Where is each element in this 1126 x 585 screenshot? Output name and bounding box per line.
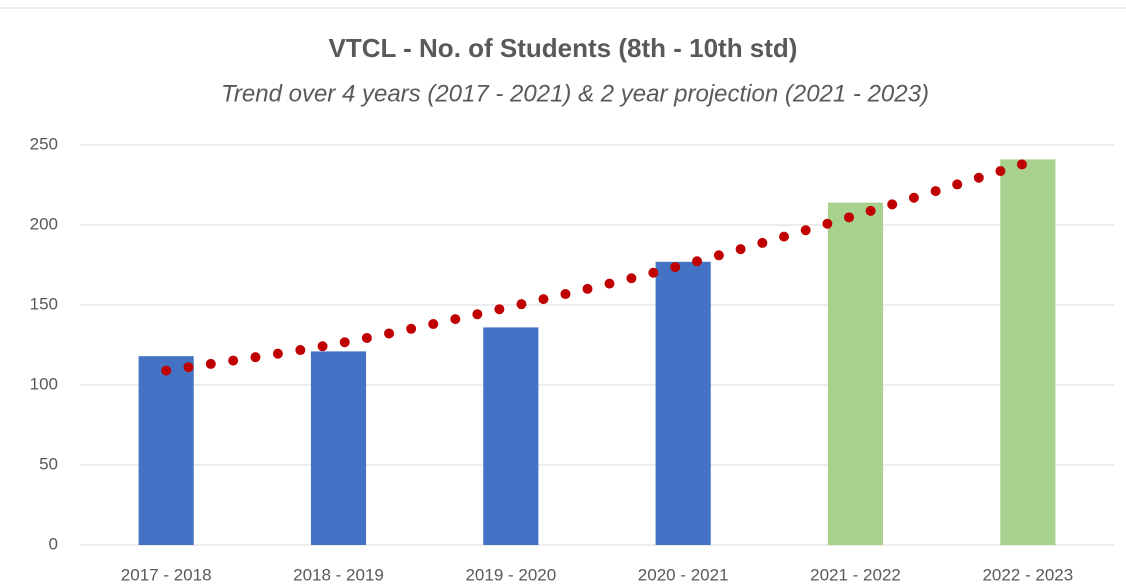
y-tick-label: 0 (49, 534, 58, 553)
bar (1000, 159, 1056, 545)
y-tick-label: 50 (39, 454, 58, 473)
bar (138, 356, 194, 545)
x-tick-label: 2022 - 2023 (982, 565, 1073, 584)
y-tick-label: 100 (30, 374, 58, 393)
trendline (161, 157, 1033, 376)
bar (655, 261, 711, 545)
x-tick-label: 2019 - 2020 (465, 565, 556, 584)
x-tick-label: 2021 - 2022 (810, 565, 901, 584)
x-tick-label: 2017 - 2018 (121, 565, 212, 584)
chart-title: VTCL - No. of Students (8th - 10th std) (329, 33, 798, 63)
y-tick-label: 150 (30, 294, 58, 313)
y-tick-label: 250 (30, 134, 58, 153)
bar (827, 202, 884, 545)
bar (310, 351, 367, 545)
x-tick-label: 2020 - 2021 (638, 565, 729, 584)
y-tick-label: 200 (30, 214, 58, 233)
bar (483, 327, 539, 545)
chart-subtitle: Trend over 4 years (2017 - 2021) & 2 yea… (221, 80, 929, 107)
x-tick-label: 2018 - 2019 (293, 565, 384, 584)
